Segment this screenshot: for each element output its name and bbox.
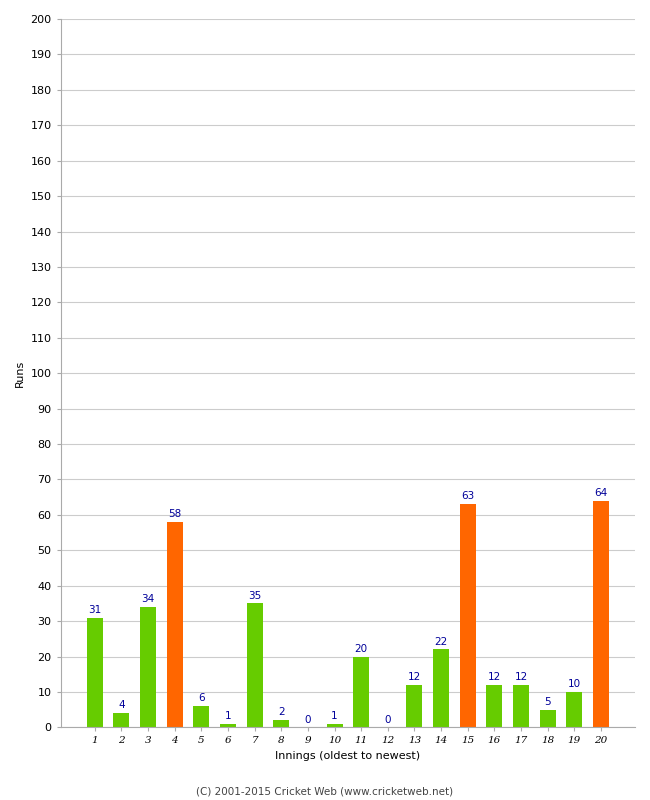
Bar bbox=[140, 607, 156, 727]
Text: 31: 31 bbox=[88, 605, 101, 614]
Bar bbox=[460, 504, 476, 727]
Text: 1: 1 bbox=[225, 711, 231, 721]
Text: 2: 2 bbox=[278, 707, 285, 718]
Bar bbox=[433, 650, 449, 727]
Bar bbox=[114, 714, 129, 727]
Bar bbox=[220, 724, 236, 727]
Text: (C) 2001-2015 Cricket Web (www.cricketweb.net): (C) 2001-2015 Cricket Web (www.cricketwe… bbox=[196, 786, 454, 796]
Bar bbox=[566, 692, 582, 727]
Bar bbox=[486, 685, 502, 727]
Text: 12: 12 bbox=[408, 672, 421, 682]
Bar bbox=[246, 603, 263, 727]
Bar bbox=[406, 685, 422, 727]
Text: 63: 63 bbox=[461, 491, 474, 502]
X-axis label: Innings (oldest to newest): Innings (oldest to newest) bbox=[276, 751, 421, 761]
Bar bbox=[540, 710, 556, 727]
Bar bbox=[513, 685, 529, 727]
Y-axis label: Runs: Runs bbox=[15, 359, 25, 387]
Text: 12: 12 bbox=[488, 672, 501, 682]
Bar bbox=[87, 618, 103, 727]
Bar bbox=[593, 501, 609, 727]
Text: 1: 1 bbox=[332, 711, 338, 721]
Text: 20: 20 bbox=[355, 644, 368, 654]
Text: 6: 6 bbox=[198, 694, 205, 703]
Text: 58: 58 bbox=[168, 509, 181, 519]
Bar bbox=[166, 522, 183, 727]
Bar bbox=[273, 720, 289, 727]
Text: 12: 12 bbox=[514, 672, 528, 682]
Text: 35: 35 bbox=[248, 590, 261, 601]
Text: 0: 0 bbox=[305, 714, 311, 725]
Text: 10: 10 bbox=[567, 679, 581, 689]
Bar bbox=[353, 657, 369, 727]
Text: 4: 4 bbox=[118, 701, 125, 710]
Text: 5: 5 bbox=[544, 697, 551, 707]
Text: 0: 0 bbox=[385, 714, 391, 725]
Text: 22: 22 bbox=[434, 637, 448, 646]
Bar bbox=[326, 724, 343, 727]
Text: 64: 64 bbox=[594, 488, 608, 498]
Bar bbox=[193, 706, 209, 727]
Text: 34: 34 bbox=[142, 594, 155, 604]
